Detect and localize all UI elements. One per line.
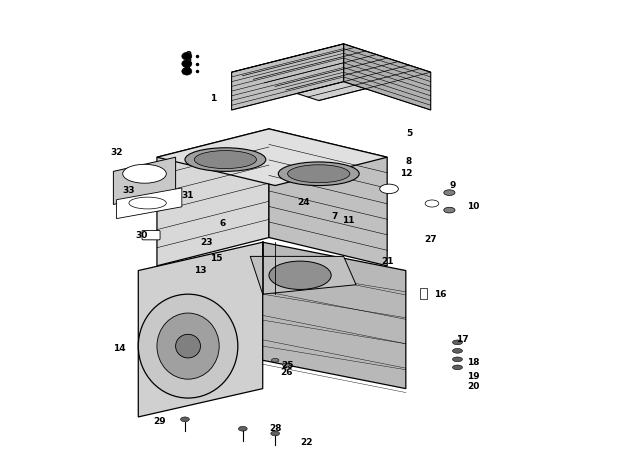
Text: 26: 26 <box>280 368 292 377</box>
Text: 21: 21 <box>381 256 394 266</box>
Text: 9: 9 <box>449 181 456 190</box>
Text: 10: 10 <box>467 202 479 211</box>
Text: 17: 17 <box>456 334 468 343</box>
Ellipse shape <box>452 340 462 345</box>
Bar <box>143 233 157 239</box>
Ellipse shape <box>181 417 189 422</box>
Text: 14: 14 <box>113 344 126 353</box>
Text: 12: 12 <box>399 169 412 178</box>
Text: 19: 19 <box>467 372 479 381</box>
Text: 27: 27 <box>424 235 437 244</box>
Ellipse shape <box>452 349 462 353</box>
Polygon shape <box>250 256 356 294</box>
Polygon shape <box>157 129 387 186</box>
Bar <box>419 288 427 299</box>
Ellipse shape <box>278 162 359 186</box>
Text: 3: 3 <box>185 58 191 67</box>
Polygon shape <box>232 44 431 101</box>
Text: 32: 32 <box>110 148 123 157</box>
Text: 30: 30 <box>135 231 148 240</box>
Text: 22: 22 <box>300 438 312 447</box>
Ellipse shape <box>271 431 279 436</box>
FancyBboxPatch shape <box>142 230 160 240</box>
Polygon shape <box>116 188 182 219</box>
Ellipse shape <box>138 294 238 398</box>
Text: 24: 24 <box>297 198 309 207</box>
Text: 13: 13 <box>194 266 207 275</box>
Ellipse shape <box>425 200 439 207</box>
Polygon shape <box>262 242 406 389</box>
Polygon shape <box>138 242 262 417</box>
Ellipse shape <box>288 165 350 183</box>
Ellipse shape <box>452 365 462 370</box>
Ellipse shape <box>194 151 256 169</box>
Ellipse shape <box>239 427 247 431</box>
Ellipse shape <box>185 148 266 171</box>
Text: 25: 25 <box>281 361 294 370</box>
Text: 16: 16 <box>434 290 446 299</box>
Ellipse shape <box>269 261 331 289</box>
Polygon shape <box>344 44 431 110</box>
Text: 15: 15 <box>210 254 222 263</box>
Ellipse shape <box>282 363 290 367</box>
Text: 28: 28 <box>269 424 281 433</box>
Text: 5: 5 <box>406 129 412 138</box>
Circle shape <box>182 67 192 75</box>
Text: 2: 2 <box>185 51 191 60</box>
Circle shape <box>182 60 192 67</box>
Ellipse shape <box>129 197 166 209</box>
Text: 7: 7 <box>331 212 338 221</box>
Ellipse shape <box>122 164 166 183</box>
Text: 4: 4 <box>185 66 191 75</box>
Text: 18: 18 <box>467 358 479 367</box>
Ellipse shape <box>444 190 455 196</box>
Ellipse shape <box>380 184 398 194</box>
Polygon shape <box>157 129 269 266</box>
Text: 31: 31 <box>182 190 194 200</box>
Text: 33: 33 <box>122 186 135 195</box>
Circle shape <box>182 52 192 60</box>
Text: 11: 11 <box>342 217 355 226</box>
Ellipse shape <box>176 334 201 358</box>
Polygon shape <box>113 157 176 204</box>
Ellipse shape <box>444 207 455 213</box>
Ellipse shape <box>452 357 462 361</box>
Text: 8: 8 <box>406 157 412 166</box>
Text: 20: 20 <box>467 382 479 391</box>
Polygon shape <box>232 44 344 110</box>
Polygon shape <box>269 129 387 266</box>
Text: 23: 23 <box>201 238 213 247</box>
Text: 1: 1 <box>210 94 216 103</box>
Ellipse shape <box>271 359 279 362</box>
Text: 6: 6 <box>219 219 226 228</box>
Ellipse shape <box>157 313 219 379</box>
Text: 29: 29 <box>154 417 166 426</box>
